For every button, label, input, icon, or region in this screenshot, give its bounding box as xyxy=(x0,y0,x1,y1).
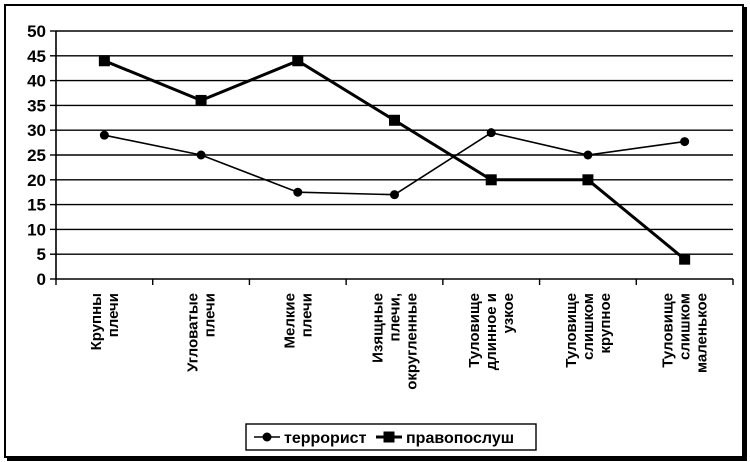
x-tick-label-line: плечи xyxy=(298,293,315,337)
data-point-square xyxy=(679,253,691,265)
data-point-square xyxy=(389,114,400,126)
x-tick-label-line: Туловище xyxy=(563,293,580,368)
data-point-circle xyxy=(390,190,399,200)
legend: террорист правопослуш xyxy=(245,423,537,451)
x-tick-label-line: длинное и xyxy=(483,293,500,370)
y-tick-label: 15 xyxy=(27,196,46,215)
legend-label: правопослуш xyxy=(406,430,514,447)
chart-frame xyxy=(4,4,744,458)
legend-marker-circle xyxy=(262,432,272,442)
x-tick-label: Мелкие плечи xyxy=(281,293,315,348)
x-tick-label-line: плечи xyxy=(202,293,219,337)
y-tick-label: 5 xyxy=(37,245,46,264)
x-tick-label: Угловатые плечи xyxy=(185,293,219,372)
y-tick-label: 40 xyxy=(27,72,46,91)
x-tick-label-line: Изящные xyxy=(370,293,387,363)
data-point-square xyxy=(98,55,110,67)
y-tick-label: 20 xyxy=(27,171,46,190)
data-point-circle xyxy=(486,128,496,138)
series-line xyxy=(104,131,685,196)
y-tick-label: 0 xyxy=(37,270,46,289)
data-point-circle xyxy=(99,130,109,140)
x-tick-label-line: Туловище xyxy=(466,293,483,368)
x-tick-label: Туловище слишком крупное xyxy=(563,293,614,368)
data-point-circle xyxy=(680,137,690,147)
legend-item: террорист xyxy=(254,430,367,447)
y-tick-label: 45 xyxy=(27,47,46,66)
y-tick-label: 10 xyxy=(27,220,46,239)
x-tick-label: Изящные плечи, округленные xyxy=(370,293,421,390)
series-2 xyxy=(98,55,691,265)
x-tick-label-line: узкое xyxy=(500,293,517,333)
x-tick-label: Крупны плечи xyxy=(88,293,122,350)
legend-item: правопослуш xyxy=(376,430,514,447)
y-axis: 0 5 10 15 20 25 30 35 40 45 50 xyxy=(27,22,733,289)
data-point-square xyxy=(485,174,497,186)
data-point-square xyxy=(195,94,207,106)
data-point-circle xyxy=(196,150,206,160)
x-tick-label: Туловище слишком маленькое xyxy=(660,293,711,373)
x-tick-label-line: Туловище xyxy=(660,293,677,368)
x-tick-label-line: слишком xyxy=(677,293,694,360)
data-point-circle xyxy=(583,150,593,160)
data-point-circle xyxy=(293,187,303,197)
x-tick-label-line: Угловатые xyxy=(185,293,202,372)
x-tick-label-line: плечи, xyxy=(387,293,404,341)
data-point-square xyxy=(292,55,304,67)
x-tick-label-line: слишком xyxy=(580,293,597,360)
data-point-square xyxy=(582,174,594,186)
y-tick-label: 25 xyxy=(27,146,46,165)
x-tick-label-line: маленькое xyxy=(694,293,711,373)
x-tick-label-line: крупное xyxy=(597,293,614,353)
x-tick-label-line: Мелкие xyxy=(281,293,298,348)
x-tick-label-line: плечи xyxy=(105,293,122,337)
legend-marker-square xyxy=(383,431,395,443)
legend-label: террорист xyxy=(284,430,367,447)
series-1 xyxy=(99,128,690,200)
x-tick-label-line: Крупны xyxy=(88,293,105,350)
x-tick-label-line: округленные xyxy=(404,293,421,390)
y-tick-label: 50 xyxy=(27,22,46,41)
y-tick-label: 35 xyxy=(27,96,46,115)
y-tick-label: 30 xyxy=(27,121,46,140)
x-tick-label: Туловище длинное и узкое xyxy=(466,293,517,370)
